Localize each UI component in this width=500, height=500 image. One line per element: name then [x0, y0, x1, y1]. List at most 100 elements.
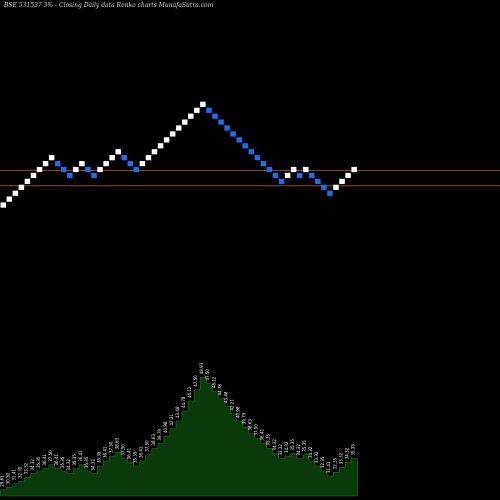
- brick-value-label-12: 34.32: [66, 459, 71, 471]
- renko-brick-41: [242, 143, 248, 149]
- renko-brick-5: [24, 178, 31, 184]
- renko-brick-52: [309, 172, 315, 179]
- renko-brick-36: [212, 113, 218, 119]
- volume-area: [0, 376, 358, 497]
- brick-value-label-4: 32.35: [18, 466, 23, 478]
- brick-value-label-8: 36.41: [42, 454, 47, 466]
- brick-value-label-29: 42.21: [169, 414, 174, 426]
- brick-value-label-7: 35.35: [36, 456, 41, 468]
- renko-brick-35: [206, 107, 212, 113]
- renko-brick-14: [79, 160, 85, 167]
- brick-value-label-56: 32.35: [332, 457, 337, 469]
- renko-brick-50: [296, 172, 303, 179]
- renko-brick-31: [182, 119, 188, 125]
- brick-value-label-47: 33.32: [278, 444, 283, 456]
- brick-value-label-46: 34.32: [272, 439, 277, 451]
- brick-value-label-38: 43.48: [223, 391, 228, 403]
- brick-value-label-15: 35.35: [84, 456, 89, 468]
- brick-value-label-43: 37.50: [254, 424, 259, 436]
- brick-value-label-9: 37.50: [48, 450, 53, 462]
- renko-brick-4: [18, 184, 25, 190]
- brick-value-label-35: 47.50: [205, 369, 210, 381]
- brick-value-label-23: 35.35: [133, 451, 138, 463]
- renko-brick-9: [48, 155, 55, 161]
- brick-value-label-21: 37.50: [121, 444, 126, 456]
- renko-brick-2: [6, 196, 13, 202]
- renko-brick-16: [91, 172, 97, 179]
- brick-value-label-58: 34.32: [344, 447, 349, 459]
- renko-brick-34: [200, 101, 206, 107]
- renko-brick-1: [0, 202, 6, 208]
- renko-brick-13: [73, 166, 79, 173]
- brick-value-label-48: 34.32: [284, 441, 289, 453]
- brick-value-label-1: 29.61: [0, 475, 5, 487]
- brick-value-label-13: 35.35: [72, 454, 77, 466]
- renko-brick-48: [284, 172, 291, 179]
- brick-value-label-25: 37.50: [145, 440, 150, 452]
- brick-value-label-53: 33.32: [314, 451, 319, 463]
- brick-value-label-27: 39.79: [157, 429, 162, 441]
- renko-brick-55: [327, 190, 333, 196]
- renko-brick-38: [224, 125, 230, 131]
- brick-value-label-16: 34.32: [90, 459, 95, 471]
- brick-value-label-39: 42.21: [229, 399, 234, 411]
- brick-value-label-2: 30.50: [6, 472, 11, 484]
- brick-value-label-3: 31.41: [12, 469, 17, 481]
- guide-lines: [0, 169, 500, 187]
- renko-brick-25: [145, 155, 152, 161]
- renko-brick-40: [236, 137, 242, 143]
- renko-brick-37: [218, 119, 224, 125]
- renko-brick-6: [30, 172, 37, 179]
- brick-value-label-45: 35.35: [266, 434, 271, 446]
- brick-value-label-57: 33.32: [338, 452, 343, 464]
- brick-value-label-37: 44.78: [217, 384, 222, 396]
- brick-value-label-20: 38.63: [114, 437, 119, 449]
- renko-brick-29: [169, 131, 176, 137]
- brick-value-label-54: 32.35: [320, 456, 325, 468]
- brick-value-label-41: 39.79: [242, 412, 247, 424]
- renko-brick-49: [290, 166, 297, 173]
- renko-brick-22: [127, 160, 134, 167]
- brick-value-label-52: 34.32: [308, 446, 313, 458]
- brick-value-label-34: 48.93: [199, 362, 204, 374]
- brick-value-label-36: 46.12: [211, 376, 216, 388]
- brick-value-label-59: 35.35: [350, 444, 355, 456]
- renko-brick-27: [157, 143, 164, 149]
- brick-value-label-51: 35.35: [302, 440, 307, 452]
- renko-brick-3: [12, 190, 19, 196]
- renko-brick-42: [248, 149, 255, 155]
- renko-brick-33: [194, 107, 200, 113]
- renko-brick-30: [175, 125, 182, 131]
- brick-value-label-30: 43.48: [175, 406, 180, 418]
- brick-value-label-22: 36.41: [127, 447, 132, 459]
- renko-brick-58: [345, 172, 351, 179]
- brick-value-label-40: 40.98: [235, 406, 240, 418]
- renko-brick-10: [54, 160, 61, 167]
- renko-brick-20: [115, 149, 121, 155]
- brick-value-label-33: 47.50: [193, 375, 198, 387]
- brick-value-label-50: 34.32: [296, 444, 301, 456]
- renko-brick-57: [339, 178, 345, 184]
- renko-brick-26: [151, 149, 158, 155]
- renko-brick-15: [85, 166, 91, 173]
- renko-brick-21: [121, 155, 127, 161]
- brick-value-label-32: 46.12: [187, 386, 192, 398]
- renko-brick-54: [321, 184, 327, 190]
- renko-brick-8: [42, 160, 49, 167]
- renko-brick-19: [109, 155, 115, 161]
- chart-title: BSE 531537 3% - Closing Daily data Renko…: [4, 2, 214, 9]
- renko-bricks: [0, 101, 357, 208]
- renko-brick-7: [36, 166, 43, 173]
- volume-profile: [0, 376, 358, 497]
- renko-brick-18: [103, 160, 109, 167]
- brick-value-label-6: 34.32: [30, 459, 35, 471]
- brick-value-label-44: 36.41: [260, 429, 265, 441]
- brick-value-label-18: 36.41: [102, 446, 107, 458]
- renko-brick-17: [97, 166, 103, 173]
- renko-brick-59: [351, 166, 357, 173]
- renko-brick-39: [230, 131, 236, 137]
- brick-value-label-14: 36.41: [78, 450, 83, 462]
- renko-brick-28: [163, 137, 170, 143]
- volume-labels: 29.61 30.50 31.41 32.35 33.32 34.32 35.35 36.41…: [0, 362, 355, 486]
